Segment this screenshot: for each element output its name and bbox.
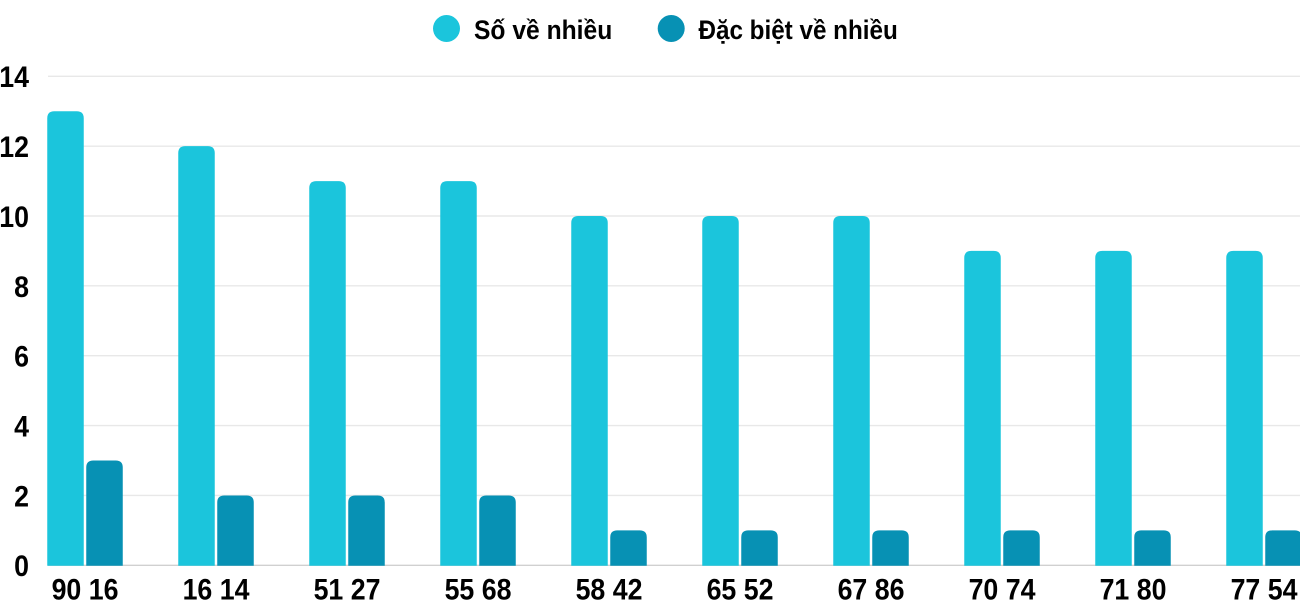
svg-text:Số về nhiều: Số về nhiều — [474, 16, 612, 45]
svg-text:90 16: 90 16 — [52, 572, 119, 600]
svg-text:77 54: 77 54 — [1231, 572, 1298, 600]
svg-text:8: 8 — [14, 269, 29, 303]
svg-text:6: 6 — [14, 339, 29, 373]
svg-text:4: 4 — [14, 409, 29, 443]
svg-text:0: 0 — [14, 549, 29, 583]
svg-text:10: 10 — [0, 200, 29, 234]
svg-text:70 74: 70 74 — [969, 572, 1036, 600]
svg-text:Đặc biệt về nhiều: Đặc biệt về nhiều — [699, 16, 898, 45]
svg-text:58 42: 58 42 — [576, 572, 643, 600]
svg-text:12: 12 — [0, 130, 29, 164]
svg-text:16 14: 16 14 — [183, 572, 250, 600]
svg-text:67 86: 67 86 — [838, 572, 905, 600]
svg-text:55 68: 55 68 — [445, 572, 512, 600]
svg-text:71 80: 71 80 — [1100, 572, 1167, 600]
svg-text:65 52: 65 52 — [707, 572, 774, 600]
svg-text:2: 2 — [14, 479, 29, 513]
svg-text:14: 14 — [0, 60, 29, 94]
svg-text:51 27: 51 27 — [314, 572, 381, 600]
